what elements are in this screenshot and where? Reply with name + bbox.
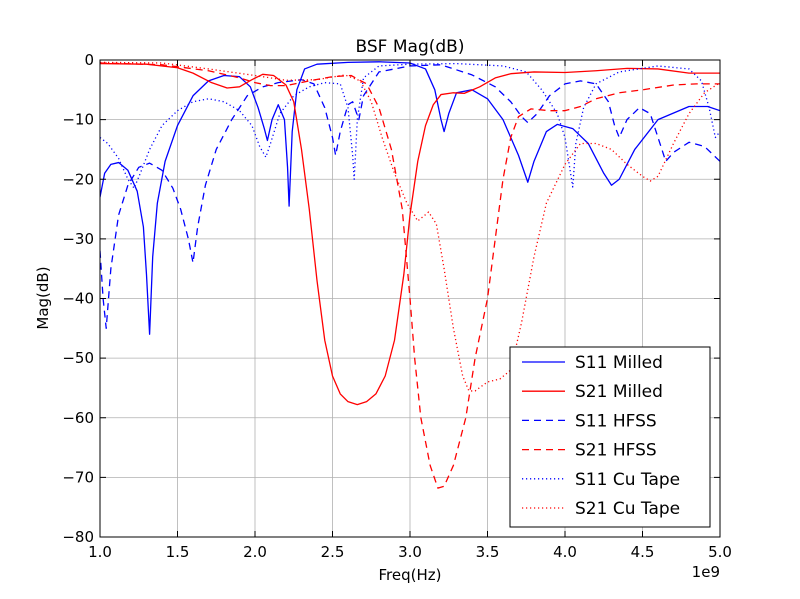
legend-label: S11 Milled bbox=[575, 353, 663, 373]
x-tick-label: 2.5 bbox=[321, 543, 345, 561]
ticks: 1.0 1.5 2.0 2.5 3.0 3.5 4.0 4.5 5.0 0 −10 −20 −30 −40… bbox=[62, 51, 732, 561]
series-layer bbox=[100, 61, 720, 489]
x-tick-label: 1.5 bbox=[166, 543, 190, 561]
series-line-1 bbox=[100, 61, 720, 335]
series-line-4 bbox=[100, 62, 720, 489]
legend: S11 Milled S21 Milled S11 HFSS S21 HFSS S11 … bbox=[509, 346, 711, 528]
y-tick-label: −50 bbox=[62, 349, 94, 367]
y-axis-label: Mag(dB) bbox=[34, 266, 52, 329]
legend-label: S11 Cu Tape bbox=[575, 470, 680, 490]
x-tick-label: 3.5 bbox=[476, 543, 500, 561]
legend-label: S21 HFSS bbox=[575, 441, 657, 461]
x-tick-label: 4.5 bbox=[631, 543, 655, 561]
series-line-2 bbox=[100, 62, 720, 406]
y-tick-label: −10 bbox=[62, 111, 94, 129]
x-offset-label: 1e9 bbox=[692, 563, 720, 581]
y-tick-label: −30 bbox=[62, 230, 94, 248]
y-tick-label: 0 bbox=[84, 51, 94, 69]
chart-title: BSF Mag(dB) bbox=[356, 37, 465, 57]
y-tick-label: −70 bbox=[62, 468, 94, 486]
legend-box bbox=[509, 346, 711, 528]
legend-label: S11 HFSS bbox=[575, 411, 657, 431]
x-tick-label: 2.0 bbox=[243, 543, 267, 561]
x-tick-label: 5.0 bbox=[708, 543, 732, 561]
series-line-5 bbox=[100, 62, 720, 189]
legend-label: S21 Milled bbox=[575, 382, 663, 402]
x-tick-label: 3.0 bbox=[398, 543, 422, 561]
legend-label: S21 Cu Tape bbox=[575, 499, 680, 519]
x-axis-label: Freq(Hz) bbox=[379, 566, 442, 584]
x-tick-label: 4.0 bbox=[553, 543, 577, 561]
series-line-6 bbox=[100, 61, 720, 392]
y-tick-label: −20 bbox=[62, 170, 94, 188]
x-tick-label: 1.0 bbox=[88, 543, 112, 561]
series-line-3 bbox=[100, 64, 720, 329]
y-tick-label: −80 bbox=[62, 528, 94, 546]
y-tick-label: −60 bbox=[62, 409, 94, 427]
y-tick-label: −40 bbox=[62, 290, 94, 308]
